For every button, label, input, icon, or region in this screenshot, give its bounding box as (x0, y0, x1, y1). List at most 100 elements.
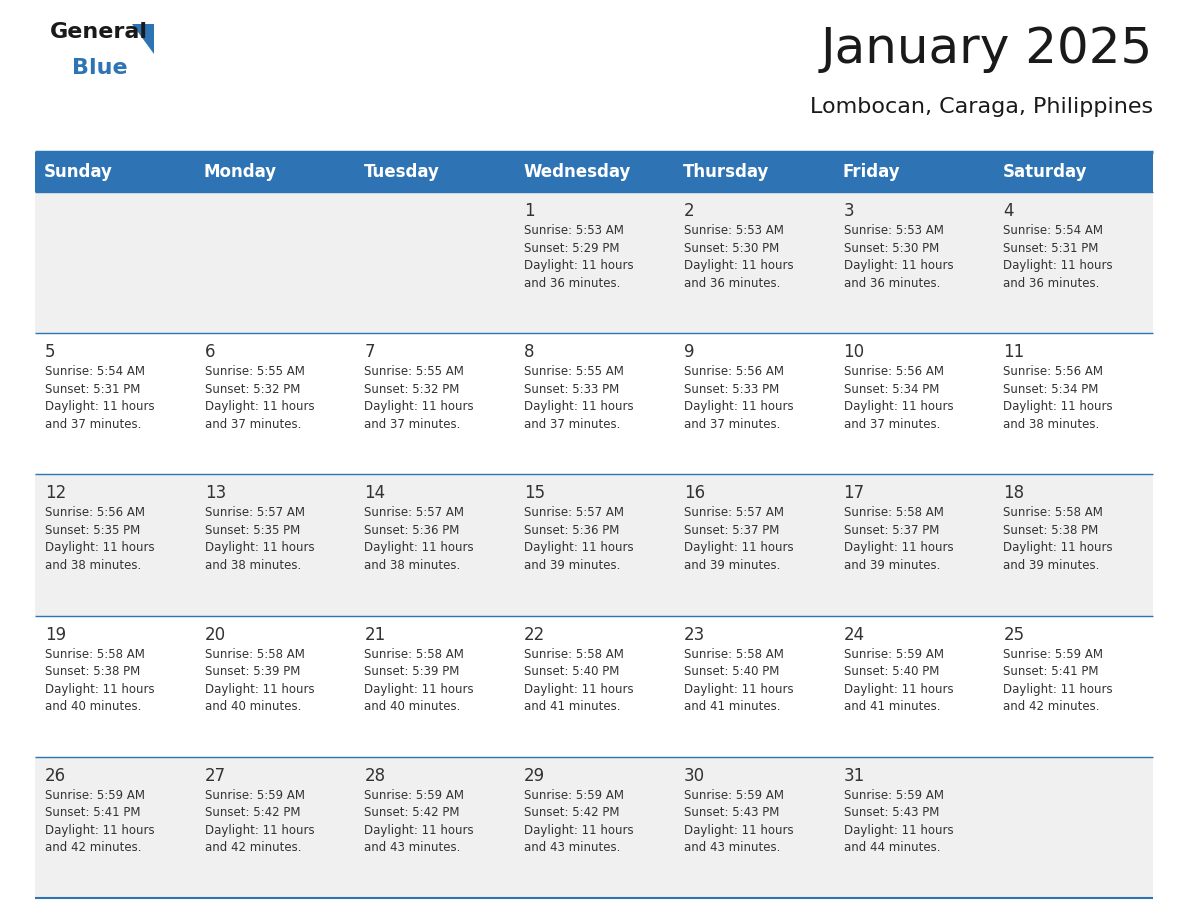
Text: Daylight: 11 hours: Daylight: 11 hours (1004, 400, 1113, 413)
Text: Sunrise: 5:59 AM: Sunrise: 5:59 AM (204, 789, 304, 801)
Text: Saturday: Saturday (1003, 163, 1087, 181)
Text: Sunrise: 5:59 AM: Sunrise: 5:59 AM (1004, 647, 1104, 661)
Text: Sunset: 5:40 PM: Sunset: 5:40 PM (843, 666, 939, 678)
Text: Sunrise: 5:59 AM: Sunrise: 5:59 AM (843, 789, 943, 801)
Text: Sunset: 5:31 PM: Sunset: 5:31 PM (1004, 241, 1099, 254)
Text: and 43 minutes.: and 43 minutes. (365, 841, 461, 855)
Text: Daylight: 11 hours: Daylight: 11 hours (1004, 259, 1113, 272)
Text: Daylight: 11 hours: Daylight: 11 hours (204, 400, 315, 413)
Text: and 38 minutes.: and 38 minutes. (204, 559, 301, 572)
Text: and 43 minutes.: and 43 minutes. (684, 841, 781, 855)
Text: Daylight: 11 hours: Daylight: 11 hours (843, 683, 953, 696)
Text: Sunset: 5:40 PM: Sunset: 5:40 PM (524, 666, 619, 678)
Text: Daylight: 11 hours: Daylight: 11 hours (524, 542, 633, 554)
Text: Daylight: 11 hours: Daylight: 11 hours (843, 542, 953, 554)
Text: and 37 minutes.: and 37 minutes. (843, 418, 940, 431)
Text: and 41 minutes.: and 41 minutes. (524, 700, 620, 713)
Text: 31: 31 (843, 767, 865, 785)
Text: Lombocan, Caraga, Philippines: Lombocan, Caraga, Philippines (810, 97, 1154, 117)
Text: Sunrise: 5:58 AM: Sunrise: 5:58 AM (1004, 507, 1104, 520)
Text: and 38 minutes.: and 38 minutes. (1004, 418, 1100, 431)
Text: 23: 23 (684, 625, 706, 644)
Text: 11: 11 (1004, 343, 1024, 361)
Text: and 36 minutes.: and 36 minutes. (524, 276, 620, 289)
Text: Daylight: 11 hours: Daylight: 11 hours (365, 400, 474, 413)
Text: Sunrise: 5:59 AM: Sunrise: 5:59 AM (843, 647, 943, 661)
Bar (34, 475, 1154, 616)
Text: Sunday: Sunday (44, 163, 113, 181)
Text: Sunset: 5:43 PM: Sunset: 5:43 PM (684, 806, 779, 819)
Text: Sunset: 5:40 PM: Sunset: 5:40 PM (684, 666, 779, 678)
Text: Sunset: 5:31 PM: Sunset: 5:31 PM (45, 383, 140, 396)
Text: Daylight: 11 hours: Daylight: 11 hours (365, 823, 474, 837)
Text: Daylight: 11 hours: Daylight: 11 hours (365, 683, 474, 696)
Text: Sunset: 5:35 PM: Sunset: 5:35 PM (204, 524, 299, 537)
Text: 17: 17 (843, 485, 865, 502)
Text: and 37 minutes.: and 37 minutes. (684, 418, 781, 431)
Text: Daylight: 11 hours: Daylight: 11 hours (45, 683, 154, 696)
Text: and 37 minutes.: and 37 minutes. (365, 418, 461, 431)
Text: Sunrise: 5:58 AM: Sunrise: 5:58 AM (684, 647, 784, 661)
Text: Sunrise: 5:56 AM: Sunrise: 5:56 AM (684, 365, 784, 378)
Bar (34, 333, 1154, 475)
Text: Blue: Blue (72, 58, 127, 78)
Text: Daylight: 11 hours: Daylight: 11 hours (684, 683, 794, 696)
Text: Sunset: 5:38 PM: Sunset: 5:38 PM (45, 666, 140, 678)
Text: January 2025: January 2025 (821, 25, 1154, 73)
Text: Sunrise: 5:57 AM: Sunrise: 5:57 AM (524, 507, 624, 520)
Text: Sunrise: 5:59 AM: Sunrise: 5:59 AM (45, 789, 145, 801)
Text: 28: 28 (365, 767, 386, 785)
Text: Sunrise: 5:55 AM: Sunrise: 5:55 AM (365, 365, 465, 378)
Text: Sunset: 5:39 PM: Sunset: 5:39 PM (365, 666, 460, 678)
Bar (34, 756, 1154, 898)
Text: Sunset: 5:33 PM: Sunset: 5:33 PM (524, 383, 619, 396)
Text: 26: 26 (45, 767, 67, 785)
Text: and 39 minutes.: and 39 minutes. (843, 559, 940, 572)
Text: Sunrise: 5:56 AM: Sunrise: 5:56 AM (1004, 365, 1104, 378)
Text: 4: 4 (1004, 202, 1013, 220)
Text: Daylight: 11 hours: Daylight: 11 hours (1004, 683, 1113, 696)
Text: General: General (50, 22, 148, 42)
Bar (34, 616, 1154, 756)
Text: Sunset: 5:32 PM: Sunset: 5:32 PM (204, 383, 301, 396)
Text: and 42 minutes.: and 42 minutes. (1004, 700, 1100, 713)
Text: and 39 minutes.: and 39 minutes. (1004, 559, 1100, 572)
Text: 27: 27 (204, 767, 226, 785)
Text: Sunset: 5:43 PM: Sunset: 5:43 PM (843, 806, 939, 819)
Text: Sunrise: 5:56 AM: Sunrise: 5:56 AM (45, 507, 145, 520)
Text: and 39 minutes.: and 39 minutes. (524, 559, 620, 572)
Text: Sunset: 5:36 PM: Sunset: 5:36 PM (365, 524, 460, 537)
Text: and 40 minutes.: and 40 minutes. (365, 700, 461, 713)
Text: 24: 24 (843, 625, 865, 644)
Text: Sunrise: 5:57 AM: Sunrise: 5:57 AM (365, 507, 465, 520)
Text: and 41 minutes.: and 41 minutes. (843, 700, 940, 713)
Text: Daylight: 11 hours: Daylight: 11 hours (843, 400, 953, 413)
Text: 10: 10 (843, 343, 865, 361)
Text: and 40 minutes.: and 40 minutes. (204, 700, 301, 713)
Text: and 41 minutes.: and 41 minutes. (684, 700, 781, 713)
Bar (34, 192, 1154, 333)
Text: Sunset: 5:42 PM: Sunset: 5:42 PM (365, 806, 460, 819)
Text: 18: 18 (1004, 485, 1024, 502)
Text: Sunset: 5:30 PM: Sunset: 5:30 PM (684, 241, 779, 254)
Text: Sunrise: 5:53 AM: Sunrise: 5:53 AM (524, 224, 624, 237)
Text: Daylight: 11 hours: Daylight: 11 hours (684, 542, 794, 554)
Text: and 42 minutes.: and 42 minutes. (204, 841, 302, 855)
Text: Sunrise: 5:59 AM: Sunrise: 5:59 AM (365, 789, 465, 801)
Text: Daylight: 11 hours: Daylight: 11 hours (365, 542, 474, 554)
Text: 8: 8 (524, 343, 535, 361)
Text: Sunset: 5:29 PM: Sunset: 5:29 PM (524, 241, 620, 254)
Text: Sunrise: 5:58 AM: Sunrise: 5:58 AM (365, 647, 465, 661)
Text: 25: 25 (1004, 625, 1024, 644)
Text: Sunset: 5:33 PM: Sunset: 5:33 PM (684, 383, 779, 396)
Text: Daylight: 11 hours: Daylight: 11 hours (524, 259, 633, 272)
Text: Sunset: 5:30 PM: Sunset: 5:30 PM (843, 241, 939, 254)
Text: Sunset: 5:38 PM: Sunset: 5:38 PM (1004, 524, 1099, 537)
Text: 19: 19 (45, 625, 67, 644)
Text: and 37 minutes.: and 37 minutes. (524, 418, 620, 431)
Text: Tuesday: Tuesday (364, 163, 440, 181)
Text: Sunrise: 5:57 AM: Sunrise: 5:57 AM (684, 507, 784, 520)
Text: and 37 minutes.: and 37 minutes. (204, 418, 301, 431)
Text: 22: 22 (524, 625, 545, 644)
Text: 30: 30 (684, 767, 704, 785)
